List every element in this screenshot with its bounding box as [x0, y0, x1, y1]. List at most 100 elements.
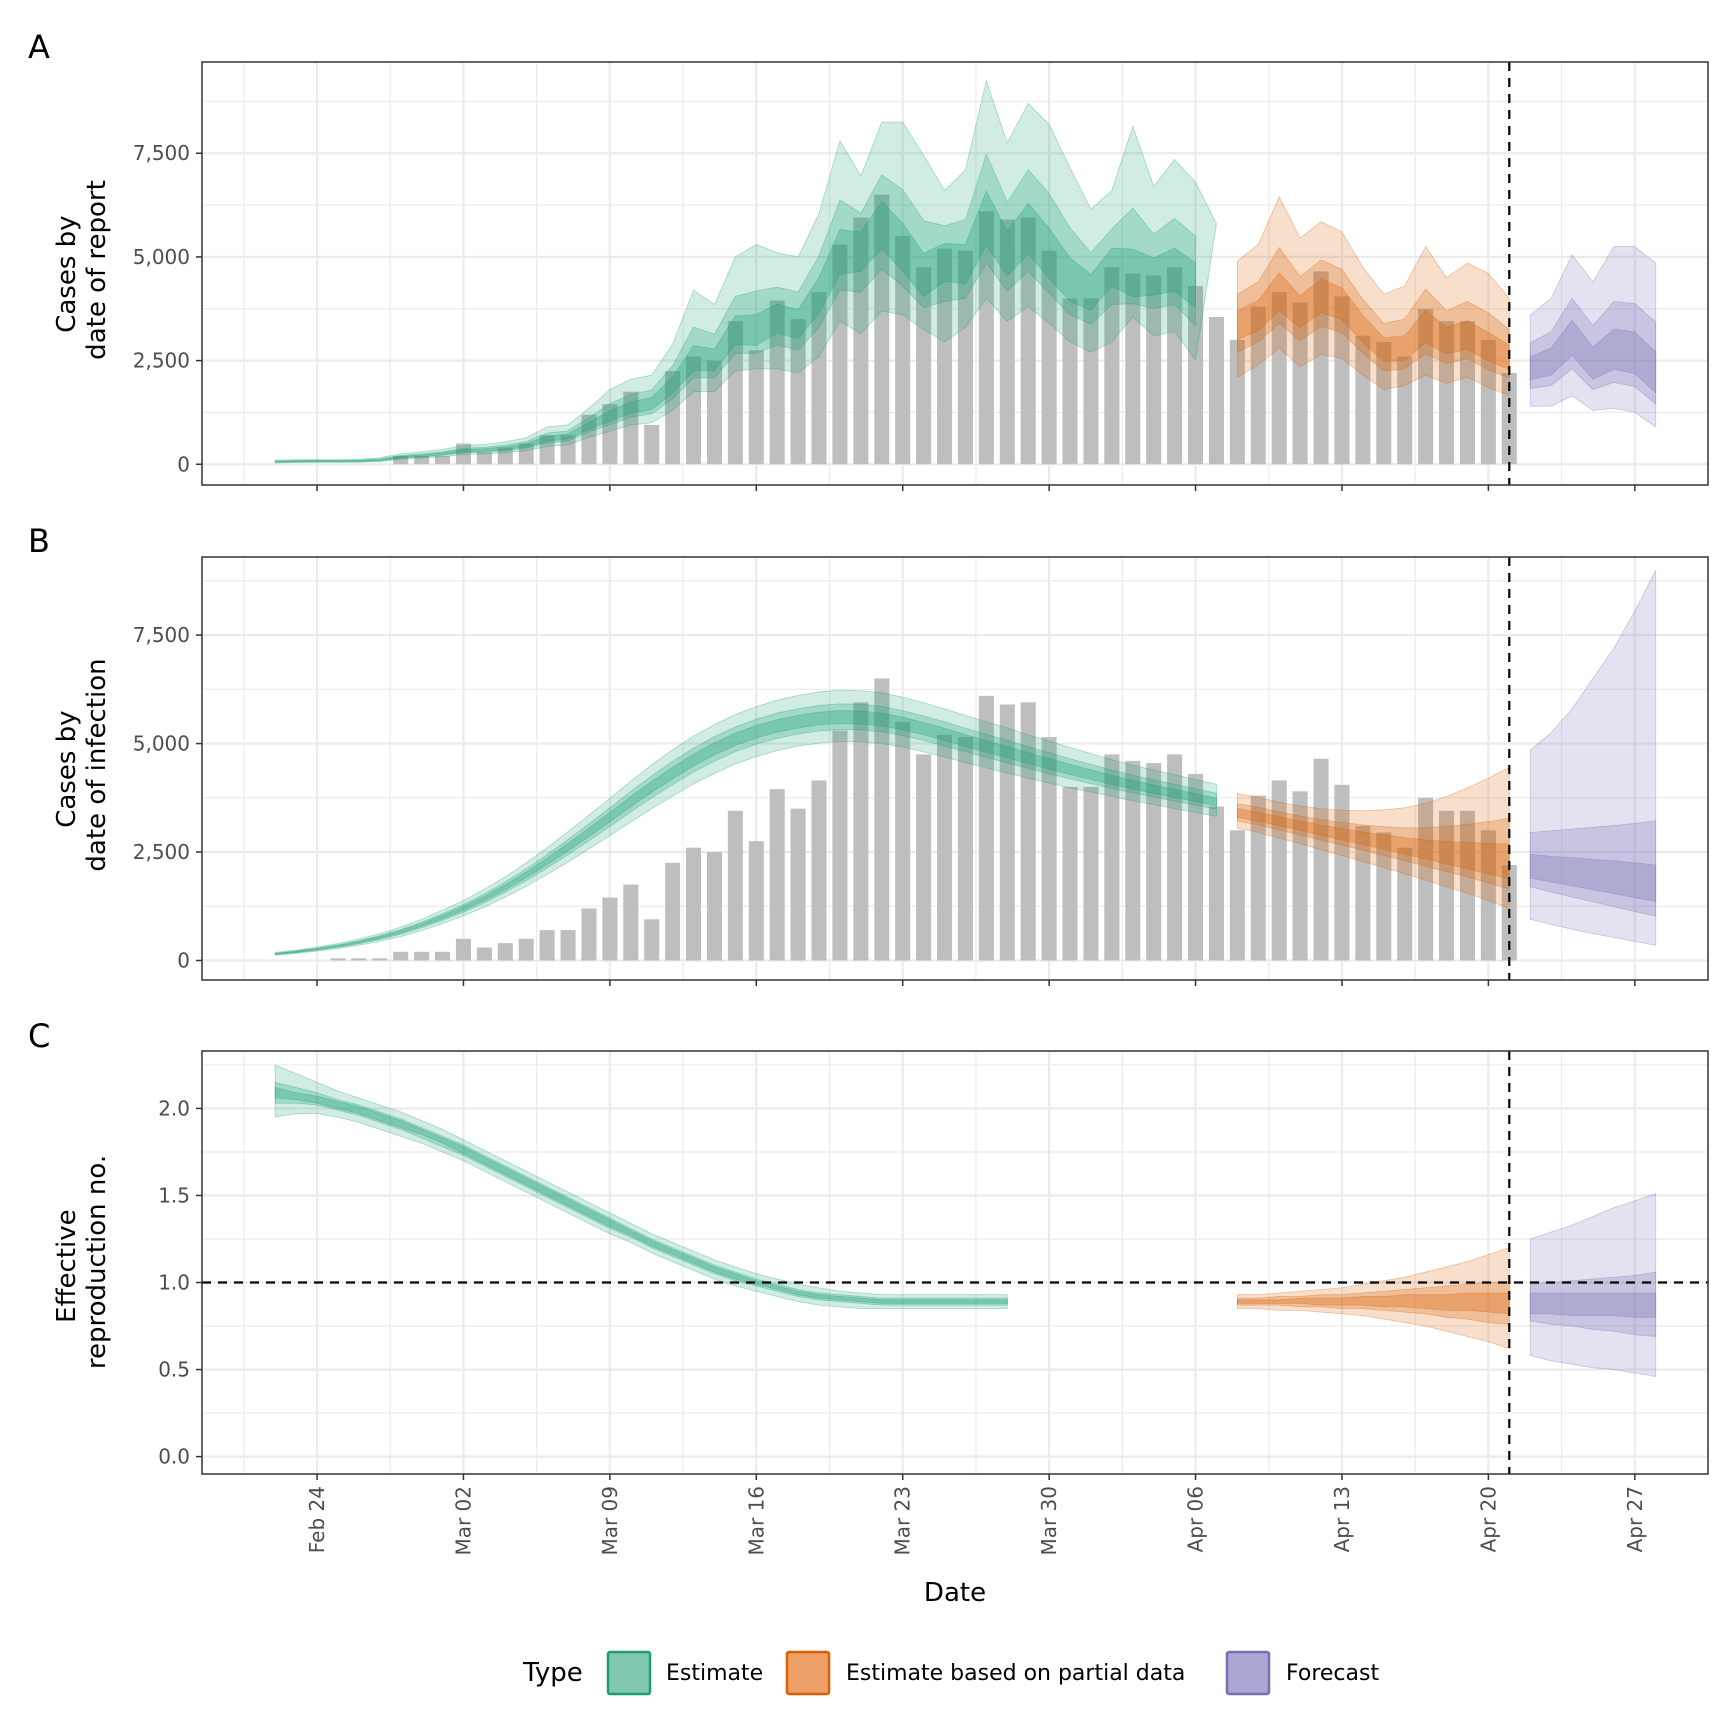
panel-a: A Cases by date of report 0 2,500 5,000 7,5…	[28, 28, 1709, 491]
case-bar	[581, 908, 597, 961]
case-bar	[518, 443, 534, 465]
case-bar	[916, 754, 932, 961]
case-bar	[1459, 810, 1475, 961]
ribbon-50	[1529, 820, 1657, 917]
case-bar	[1418, 308, 1434, 465]
x-tick-label: Apr 13	[1330, 1486, 1354, 1552]
case-bar	[1459, 321, 1475, 465]
case-bar	[1083, 786, 1099, 961]
y-tick-label: 0	[177, 452, 190, 476]
case-bar	[895, 721, 911, 961]
case-bar	[748, 350, 764, 465]
legend-label-estimate-partial: Estimate based on partial data	[846, 1661, 1185, 1686]
y-tick-label: 2,500	[133, 840, 190, 864]
y-axis-title-b: Cases by date of infection	[52, 658, 112, 871]
case-bar	[1313, 758, 1329, 961]
case-bar	[581, 414, 597, 465]
y-tick-label: 0	[177, 948, 190, 972]
case-bar	[1334, 784, 1350, 961]
legend-title: Type	[522, 1658, 583, 1688]
case-bar	[1125, 273, 1141, 465]
ribbon-90	[1236, 195, 1510, 397]
case-bar	[1376, 341, 1392, 465]
case-bar	[393, 951, 409, 961]
case-bar	[539, 930, 555, 961]
x-tick-label: Feb 24	[305, 1486, 329, 1553]
legend-label-forecast: Forecast	[1286, 1661, 1379, 1686]
y-axis-title-c-line1: Effective	[52, 1209, 82, 1322]
y-tick-label: 1.5	[158, 1183, 190, 1207]
legend-label-estimate: Estimate	[666, 1661, 763, 1686]
x-tick-label: Mar 16	[744, 1486, 768, 1556]
case-bar	[1146, 763, 1162, 961]
case-bar	[686, 356, 702, 465]
case-bar	[1355, 825, 1371, 961]
case-bar	[1167, 754, 1183, 961]
case-bar	[330, 958, 346, 961]
case-bar	[832, 244, 848, 465]
case-bar	[769, 300, 785, 465]
ribbon-20	[1529, 1292, 1657, 1318]
case-bar	[1292, 791, 1308, 961]
case-bar	[1480, 339, 1496, 465]
case-bar	[811, 292, 827, 465]
case-bar	[476, 947, 492, 961]
case-bar	[560, 930, 576, 961]
case-bar	[811, 780, 827, 961]
case-bar	[1188, 773, 1204, 961]
case-bar	[1334, 296, 1350, 465]
y-tick-label: 0.0	[158, 1445, 190, 1469]
panel-tag-b: B	[28, 522, 50, 560]
case-bar	[518, 938, 534, 961]
ribbon-20	[1236, 808, 1510, 880]
x-tick-label: Mar 23	[891, 1486, 915, 1556]
case-bar	[497, 943, 513, 961]
case-bar	[393, 455, 409, 465]
case-bar	[957, 250, 973, 465]
ribbon-20	[274, 1087, 1008, 1304]
ribbon-20	[274, 190, 1196, 463]
ribbon-90	[274, 689, 1217, 956]
case-bar	[1439, 321, 1455, 465]
plot-background	[202, 62, 1708, 485]
panel-c: C Effective reproduction no. 0.0 0.5 1.0 1.…	[28, 1017, 1709, 1480]
case-bar	[874, 678, 890, 961]
x-tick-label: Mar 30	[1037, 1486, 1061, 1556]
panel-b: B Cases by date of infection 0 2,500 5,000…	[28, 522, 1709, 986]
case-bar	[1397, 356, 1413, 465]
case-bar	[602, 897, 618, 961]
case-bar	[414, 455, 430, 465]
case-bar	[539, 435, 555, 465]
case-bar	[560, 435, 576, 465]
case-bar	[414, 951, 430, 961]
legend-swatch-estimate-partial	[785, 1650, 831, 1696]
y-axis-title-a-line2: date of report	[82, 180, 112, 360]
y-tick-label: 5,000	[133, 732, 190, 756]
y-tick-label: 0.5	[158, 1358, 190, 1382]
panel-border	[201, 61, 1709, 486]
case-bar	[623, 884, 639, 961]
case-bar	[644, 919, 660, 961]
case-bar	[623, 391, 639, 465]
case-bar	[1208, 317, 1224, 465]
x-tick-label: Mar 02	[451, 1486, 475, 1556]
plot-background	[202, 557, 1708, 980]
case-bar	[978, 211, 994, 465]
panel-border	[201, 1050, 1709, 1475]
case-bar	[790, 319, 806, 465]
y-axis-title-b-line2: date of infection	[82, 658, 112, 871]
case-bar	[1104, 754, 1120, 961]
ribbon-90	[274, 79, 1217, 464]
case-bar	[1125, 760, 1141, 961]
case-bar	[1041, 737, 1057, 961]
y-tick-label: 1.0	[158, 1271, 190, 1295]
x-tick-label: Apr 06	[1184, 1486, 1208, 1552]
case-bar	[686, 847, 702, 961]
case-bar	[895, 236, 911, 465]
x-axis: Feb 24 Mar 02 Mar 09 Mar 16 Mar 23 Mar 30 Apr …	[305, 1486, 1647, 1556]
case-bar	[1271, 292, 1287, 465]
case-bar	[1229, 339, 1245, 465]
legend-swatch-forecast	[1225, 1650, 1271, 1696]
case-bar	[602, 404, 618, 465]
